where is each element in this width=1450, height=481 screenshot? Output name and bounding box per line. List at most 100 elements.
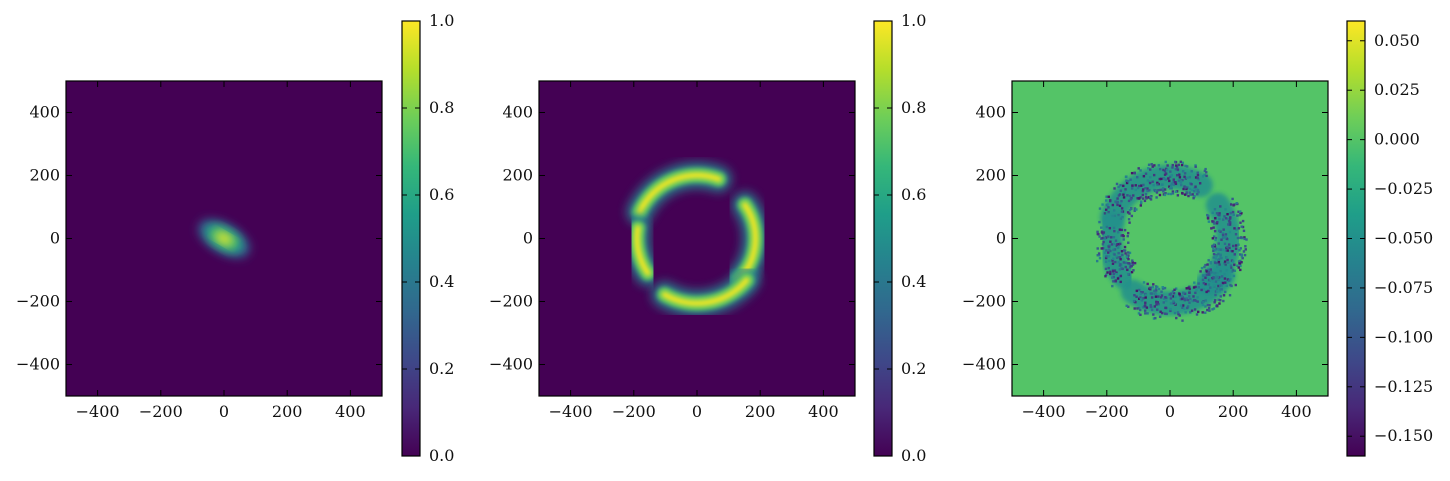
residual-speckle [1109,272,1112,276]
residual-speckle [1183,297,1186,300]
residual-speckle [1127,218,1131,221]
residual-speckle [1118,256,1122,259]
residual-speckle [1219,299,1222,302]
residual-speckle [1207,306,1211,310]
residual-speckle [1127,251,1130,254]
residual-speckle [1126,194,1129,197]
residual-speckle [1121,253,1124,257]
residual-speckle [1163,193,1167,197]
residual-speckle [1117,243,1121,246]
y-tick-label: −400 [16,355,60,374]
residual-speckle [1139,201,1143,205]
residual-speckle [1229,249,1233,253]
residual-speckle [1189,193,1192,196]
residual-speckle [1154,316,1157,320]
residual-speckle [1129,262,1132,265]
residual-speckle [1176,168,1180,171]
residual-speckle [1152,173,1156,177]
background-field [1012,81,1328,396]
residual-speckle [1119,242,1122,246]
residual-speckle [1214,254,1217,258]
residual-speckle [1148,189,1151,192]
residual-speckle [1105,199,1108,202]
residual-speckle [1170,295,1173,298]
residual-speckle [1194,291,1197,295]
x-tick-label: 200 [1218,402,1249,421]
colorbar-tick-label: −0.125 [1374,377,1433,396]
residual-speckle [1192,195,1196,199]
residual-speckle [1199,270,1202,273]
residual-speckle [1224,208,1227,211]
residual-speckle [1214,238,1217,242]
residual-speckle [1115,255,1118,258]
y-tick-label: 0 [523,229,533,248]
residual-speckle [1165,168,1169,172]
blob-layer [216,233,232,244]
residual-speckle [1196,171,1199,174]
residual-speckle [1120,250,1124,253]
residual-speckle [1183,307,1186,310]
residual-speckle [1226,278,1230,281]
residual-speckle [1219,230,1222,233]
residual-speckle [1114,200,1117,203]
residual-speckle [1183,175,1186,179]
residual-speckle [1217,252,1220,256]
colorbar-tick-label: 0.2 [429,359,454,378]
residual-speckle [1177,163,1180,167]
residual-speckle [1108,226,1112,230]
residual-speckle [1207,271,1210,274]
residual-speckle [1132,269,1135,272]
residual-speckle [1223,277,1227,280]
colorbar-tick-label: −0.150 [1374,426,1433,445]
colorbar-tick-label: 0.6 [901,185,926,204]
residual-speckle [1131,261,1134,264]
residual-speckle [1239,247,1242,250]
residual-speckle [1101,247,1105,250]
residual-speckle [1158,315,1162,318]
residual-speckle [1204,282,1207,286]
residual-speckle [1205,273,1209,276]
residual-speckle [1174,295,1177,299]
residual-speckle [1243,237,1246,241]
residual-speckle [1111,259,1114,262]
residual-speckle [1211,308,1214,311]
plot-area [1012,81,1328,396]
y-tick-label: 200 [502,166,533,185]
residual-speckle [1222,299,1225,303]
y-tick-label: 200 [975,166,1006,185]
residual-speckle [1241,225,1245,229]
residual-speckle [1150,163,1153,166]
residual-speckle [1105,249,1108,252]
residual-speckle [1146,312,1149,315]
residual-speckle [1192,295,1195,298]
residual-speckle [1125,179,1128,182]
residual-speckle [1205,171,1208,174]
residual-speckle [1224,217,1228,220]
residual-speckle [1191,299,1194,303]
residual-speckle [1119,274,1123,278]
plot-area [66,81,382,396]
residual-speckle [1215,212,1219,215]
residual-speckle [1204,299,1207,302]
residual-speckle [1154,285,1158,288]
residual-speckle [1217,276,1221,279]
residual-speckle [1232,213,1235,216]
residual-speckle [1231,249,1234,253]
residual-speckle [1121,234,1124,237]
residual-speckle [1143,199,1147,203]
residual-speckle [1204,167,1207,171]
residual-speckle [1209,286,1212,289]
residual-speckle [1172,300,1175,303]
residual-speckle [1147,163,1151,166]
residual-speckle [1141,189,1145,193]
residual-speckle [1187,286,1190,290]
residual-speckle [1181,178,1184,182]
residual-speckle [1110,236,1113,239]
residual-speckle [1164,312,1167,315]
residual-speckle [1127,199,1131,203]
residual-speckle [1104,273,1108,276]
colorbar: 0.0 0.2 0.4 0.6 0.8 1.0 [873,11,926,465]
residual-speckle [1111,276,1114,279]
residual-speckle [1167,192,1170,196]
residual-speckle [1152,317,1156,320]
